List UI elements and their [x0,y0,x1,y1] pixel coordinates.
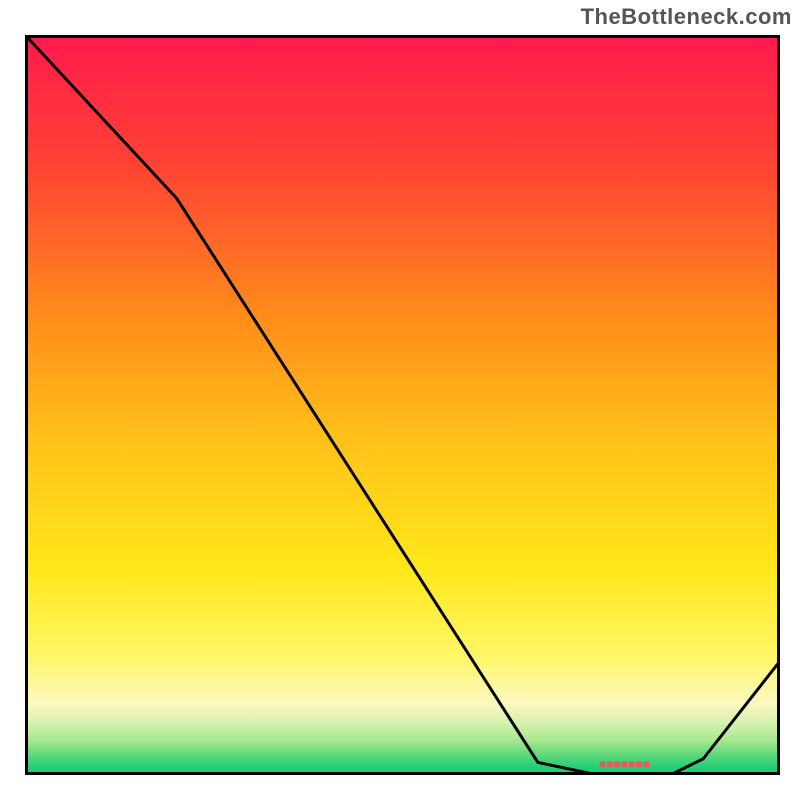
valley-marker-label: ■■■■■■■ [599,757,650,771]
chart-background-gradient [27,37,779,774]
bottleneck-chart [25,35,780,775]
chart-container: TheBottleneck.com ■■■■■■■ [0,0,800,800]
watermark-text: TheBottleneck.com [581,4,792,30]
